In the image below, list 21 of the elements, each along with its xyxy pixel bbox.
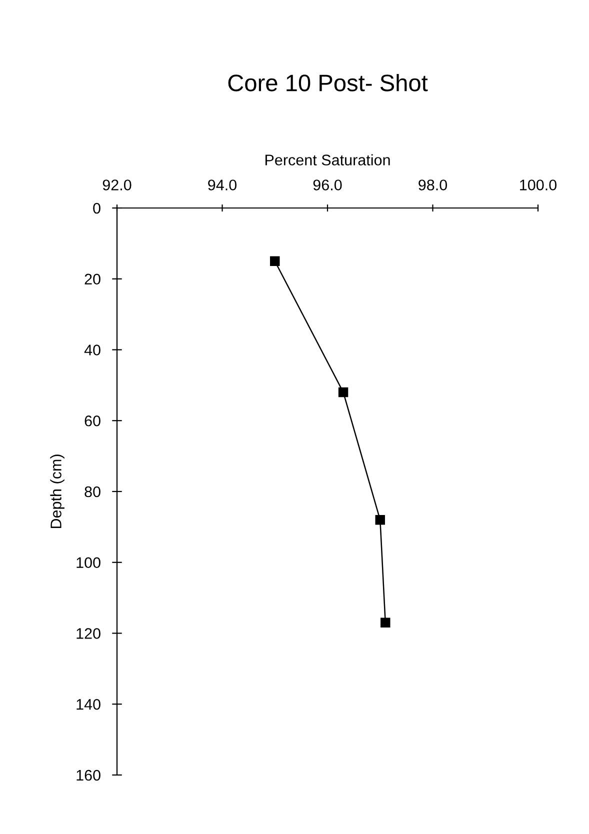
y-tick-label: 120 <box>76 628 100 639</box>
x-tick-label: 96.0 <box>313 180 342 190</box>
y-tick-label: 80 <box>84 486 100 498</box>
point <box>338 387 348 398</box>
y-tick-label: 140 <box>76 698 100 710</box>
y-tick-label: 160 <box>76 770 100 781</box>
x-tick-label: 94.0 <box>208 180 237 190</box>
y-tick-label: 60 <box>84 415 100 426</box>
point <box>270 256 280 266</box>
x-axis-title: Percent Saturation <box>265 154 390 166</box>
y-tick-label: 0 <box>93 202 100 214</box>
y-tick-label: 40 <box>84 344 100 356</box>
x-tick-label: 92.0 <box>102 180 132 190</box>
x-tick-label: 98.0 <box>418 180 448 190</box>
chart-title: Core 10 Post- Shot <box>228 74 428 92</box>
y-tick-label: 20 <box>84 274 100 285</box>
point <box>375 514 385 525</box>
y-axis-title: Depth (cm) <box>50 454 64 528</box>
x-tick-label: 100.0 <box>520 180 557 190</box>
point <box>380 618 390 628</box>
y-tick-label: 100 <box>76 557 100 568</box>
